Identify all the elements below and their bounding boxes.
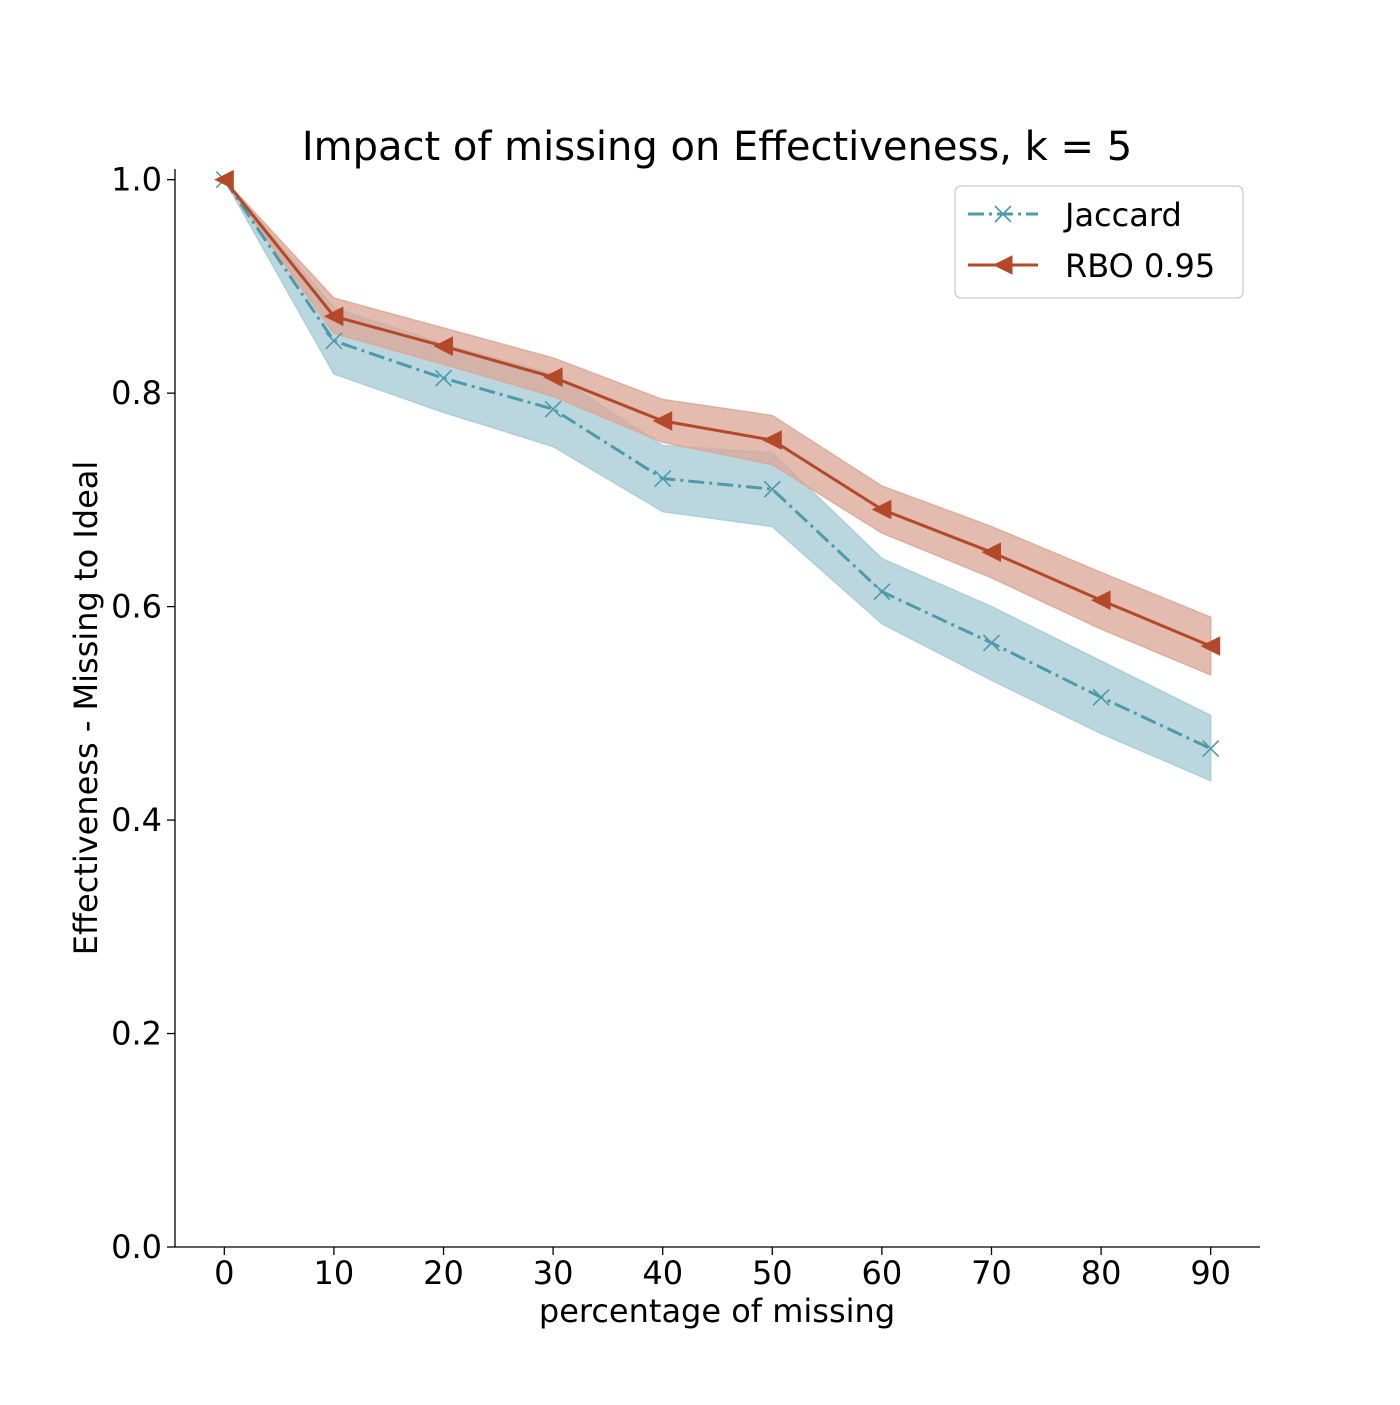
y-tick-label: 0.8 — [111, 374, 162, 412]
marker-jaccard-50 — [763, 480, 781, 498]
y-axis-ticks: 0.0 0.2 0.4 0.6 0.8 1.0 — [111, 161, 175, 1266]
legend-marker-jaccard — [994, 205, 1012, 223]
line-jaccard — [223, 178, 1212, 750]
x-axis-label: percentage of missing — [539, 1292, 895, 1330]
line-rbo-0-95 — [223, 178, 1212, 648]
marker-jaccard-40 — [654, 469, 672, 488]
y-tick-label: 0.2 — [111, 1015, 162, 1053]
y-tick-label: 0.0 — [111, 1228, 162, 1266]
x-tick-label: 10 — [314, 1254, 355, 1292]
marker-rbo-0-95-20 — [433, 336, 454, 356]
marker-jaccard-70 — [982, 634, 1001, 652]
legend-label-rbo: RBO 0.95 — [1065, 247, 1215, 285]
x-axis-ticks: 0 10 20 30 40 50 60 70 80 90 — [214, 1247, 1231, 1292]
marker-jaccard-30 — [544, 400, 562, 418]
marker-rbo-0-95-10 — [323, 306, 344, 327]
legend-label-jaccard: Jaccard — [1063, 196, 1182, 234]
y-tick-label: 0.4 — [111, 801, 162, 839]
x-tick-label: 80 — [1081, 1254, 1122, 1292]
x-tick-label: 0 — [214, 1254, 234, 1292]
marker-jaccard-80 — [1092, 688, 1110, 706]
x-tick-label: 40 — [642, 1254, 683, 1292]
series-markers — [214, 169, 1221, 758]
marker-jaccard-20 — [434, 369, 453, 387]
marker-rbo-0-95-30 — [542, 367, 563, 387]
x-tick-label: 20 — [423, 1254, 464, 1292]
marker-jaccard-90 — [1202, 739, 1220, 758]
series-lines — [223, 178, 1212, 750]
marker-rbo-0-95-50 — [762, 430, 782, 450]
marker-rbo-0-95-60 — [871, 499, 892, 520]
x-tick-label: 60 — [862, 1254, 903, 1292]
marker-rbo-0-95-90 — [1200, 636, 1221, 656]
legend-marker-shape-jaccard — [994, 205, 1012, 223]
legend-marker-rbo — [992, 255, 1013, 275]
y-tick-label: 1.0 — [111, 161, 162, 199]
marker-jaccard-60 — [873, 583, 891, 601]
x-tick-label: 90 — [1190, 1254, 1231, 1292]
y-tick-label: 0.6 — [111, 588, 162, 626]
legend-marker-shape-rbo-0-95 — [992, 255, 1013, 275]
legend: Jaccard RBO 0.95 — [954, 185, 1244, 299]
marker-rbo-0-95-70 — [981, 542, 1001, 562]
x-tick-label: 50 — [752, 1254, 793, 1292]
chart-title: Impact of missing on Effectiveness, k = … — [302, 124, 1132, 170]
y-axis-label: Effectiveness - Missing to Ideal — [67, 461, 105, 956]
x-tick-label: 30 — [533, 1254, 574, 1292]
marker-rbo-0-95-0 — [214, 169, 234, 190]
x-tick-label: 70 — [971, 1254, 1012, 1292]
marker-jaccard-10 — [325, 332, 343, 350]
marker-rbo-0-95-40 — [652, 411, 673, 431]
marker-rbo-0-95-80 — [1090, 590, 1111, 611]
